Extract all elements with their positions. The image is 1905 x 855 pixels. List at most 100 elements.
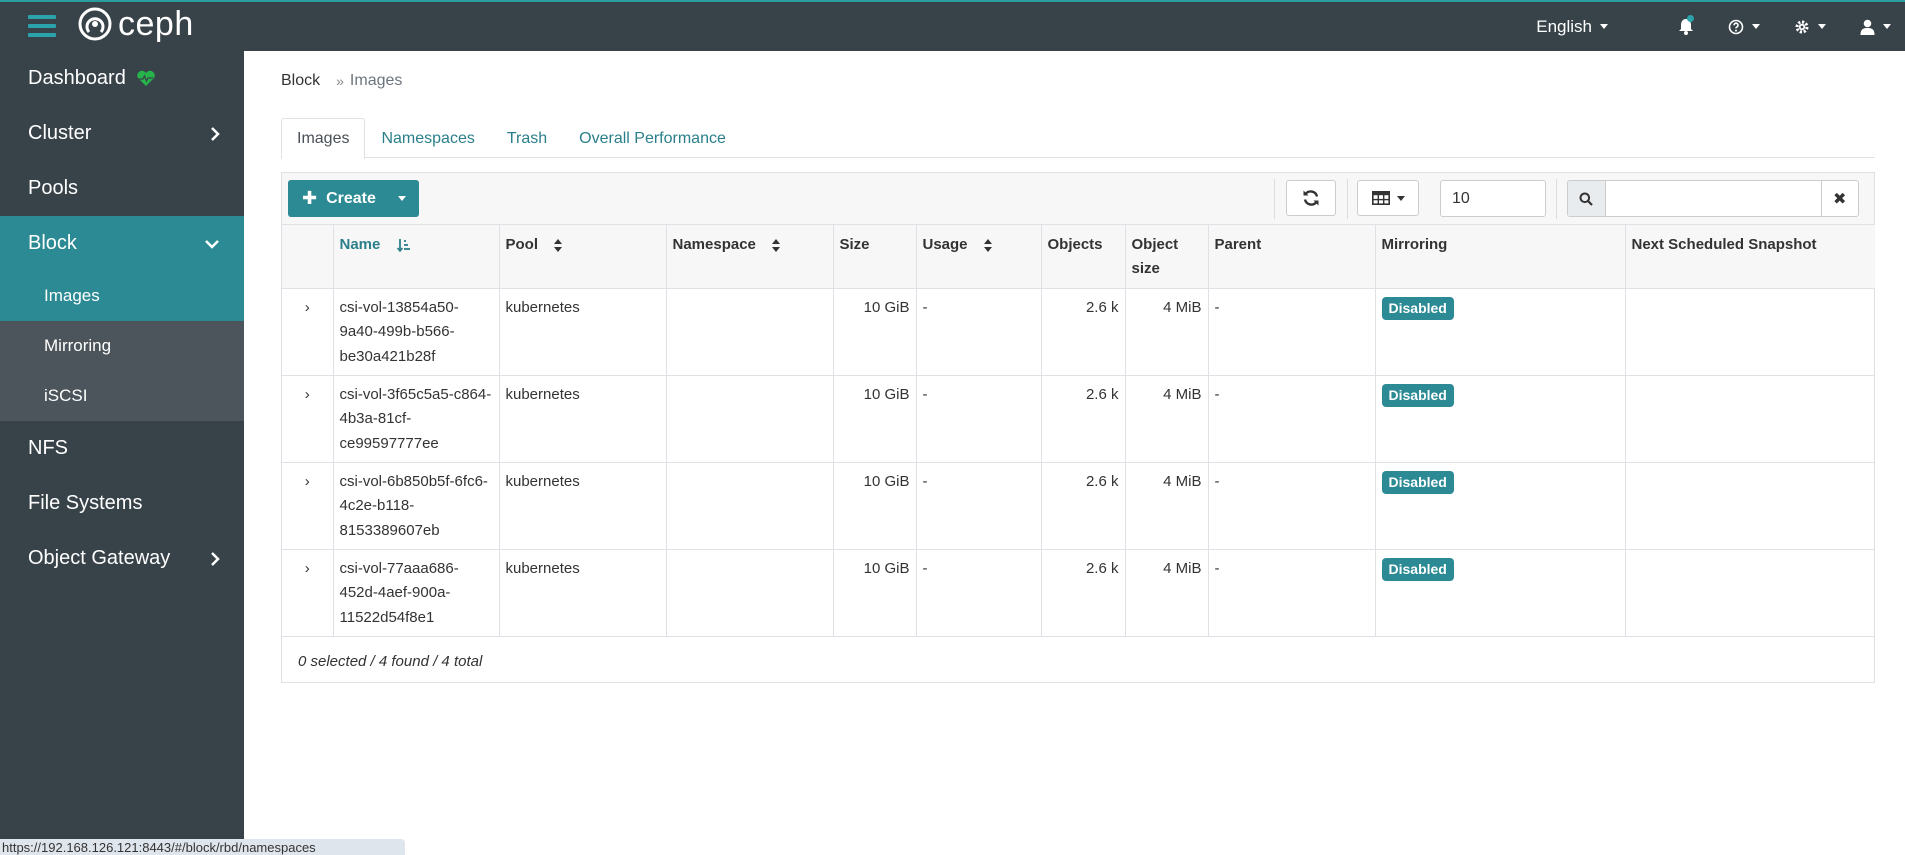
create-dropdown-toggle[interactable]	[385, 180, 419, 217]
sidebar-item-label: NFS	[28, 437, 68, 459]
table-row[interactable]: › csi-vol-6b850b5f-6fc6-4c2e-b118-815338…	[282, 462, 1875, 550]
sidebar-item-pools[interactable]: Pools	[0, 161, 244, 216]
cell-size: 10 GiB	[833, 549, 917, 637]
hamburger-menu-icon[interactable]	[28, 15, 56, 37]
sort-ascending-icon	[396, 239, 410, 253]
bell-icon	[1679, 19, 1693, 35]
search-group: ✖	[1567, 180, 1859, 217]
status-badge: Disabled	[1381, 296, 1454, 320]
sidebar-item-block[interactable]: Block	[0, 216, 244, 271]
sidebar-item-dashboard[interactable]: Dashboard	[0, 51, 244, 106]
column-header-name[interactable]: Name	[333, 225, 500, 289]
cell-namespace	[666, 375, 834, 463]
column-header-size[interactable]: Size	[833, 225, 917, 289]
breadcrumb-separator: »	[336, 73, 344, 89]
sidebar-item-label: File Systems	[28, 492, 143, 514]
cell-next-snapshot	[1625, 375, 1875, 463]
sidebar-item-nfs[interactable]: NFS	[0, 421, 244, 476]
status-badge: Disabled	[1381, 557, 1454, 581]
tab-trash[interactable]: Trash	[506, 129, 548, 147]
cell-namespace	[666, 549, 834, 637]
sidebar-item-cluster[interactable]: Cluster	[0, 106, 244, 161]
tab-overall-performance[interactable]: Overall Performance	[579, 129, 726, 147]
page-limit-input[interactable]	[1440, 180, 1546, 217]
search-input[interactable]	[1605, 181, 1821, 216]
ceph-logo[interactable]: ceph	[78, 7, 194, 41]
sidebar-subitem-mirroring[interactable]: Mirroring	[0, 321, 244, 371]
cell-size: 10 GiB	[833, 288, 917, 376]
close-icon[interactable]: ✖	[1820, 181, 1859, 216]
tab-bar: Images Namespaces Trash Overall Performa…	[281, 118, 1875, 159]
sidebar-item-label: Block	[28, 232, 77, 254]
row-expand-toggle[interactable]: ›	[282, 288, 334, 376]
table-row[interactable]: › csi-vol-13854a50-9a40-499b-b566-be30a4…	[282, 288, 1875, 376]
row-expand-toggle[interactable]: ›	[282, 375, 334, 463]
table-row[interactable]: › csi-vol-77aaa686-452d-4aef-900a-11522d…	[282, 549, 1875, 637]
cell-object-size: 4 MiB	[1125, 462, 1209, 550]
notifications-button[interactable]	[1678, 15, 1694, 35]
settings-button[interactable]	[1794, 19, 1826, 35]
caret-down-icon	[1396, 195, 1405, 201]
column-header-next-scheduled-snapshot[interactable]: Next Scheduled Snapshot	[1625, 225, 1875, 289]
help-button[interactable]	[1728, 19, 1760, 35]
tab-namespaces[interactable]: Namespaces	[381, 129, 475, 147]
status-bar-url: https://192.168.126.121:8443/#/block/rbd…	[0, 839, 405, 855]
sidebar-subitem-label: Images	[44, 286, 100, 305]
table-row[interactable]: › csi-vol-3f65c5a5-c864-4b3a-81cf-ce9959…	[282, 375, 1875, 463]
caret-down-icon	[398, 196, 406, 201]
caret-down-icon	[1883, 24, 1891, 29]
column-toggle-button[interactable]	[1357, 180, 1419, 216]
caret-down-icon	[1600, 24, 1608, 29]
toolbar-divider	[1347, 179, 1348, 219]
row-expand-toggle[interactable]: ›	[282, 549, 334, 637]
cell-mirroring: Disabled	[1375, 288, 1626, 376]
tab-images[interactable]: Images	[281, 118, 366, 159]
sidebar-item-label: Object Gateway	[28, 547, 171, 569]
cell-usage: -	[916, 549, 1042, 637]
cell-parent: -	[1208, 462, 1376, 550]
refresh-button[interactable]	[1286, 180, 1336, 216]
cell-next-snapshot	[1625, 462, 1875, 550]
create-button[interactable]: ✚ Create	[288, 180, 385, 217]
chevron-down-icon	[205, 240, 219, 249]
main-content: Block » Images Images Namespaces Trash O…	[244, 51, 1905, 855]
chevron-right-icon	[211, 552, 220, 566]
sidebar-subitem-iscsi[interactable]: iSCSI	[0, 371, 244, 421]
sidebar-item-label: Cluster	[28, 122, 92, 144]
toolbar-divider	[1556, 179, 1557, 219]
breadcrumb-item-images: Images	[349, 72, 403, 89]
refresh-icon	[1303, 190, 1319, 206]
column-header-namespace[interactable]: Namespace	[666, 225, 834, 289]
block-subnav: Images Mirroring iSCSI	[0, 271, 244, 421]
cell-parent: -	[1208, 549, 1376, 637]
column-header-label: Usage	[922, 236, 968, 253]
cell-next-snapshot	[1625, 288, 1875, 376]
caret-down-icon	[1752, 24, 1760, 29]
column-header-object-size[interactable]: Object size	[1125, 225, 1209, 289]
cell-objects: 2.6 k	[1041, 288, 1126, 376]
language-selector[interactable]: English	[1536, 17, 1608, 37]
cell-size: 10 GiB	[833, 375, 917, 463]
sidebar-item-object-gateway[interactable]: Object Gateway	[0, 531, 244, 586]
status-badge: Disabled	[1381, 470, 1454, 494]
sidebar-subitem-images[interactable]: Images	[0, 271, 244, 321]
column-header-pool[interactable]: Pool	[499, 225, 667, 289]
sidebar-item-label: Pools	[28, 177, 79, 199]
cell-mirroring: Disabled	[1375, 462, 1626, 550]
column-header-mirroring[interactable]: Mirroring	[1375, 225, 1626, 289]
cell-namespace	[666, 288, 834, 376]
sidebar-subitem-label: iSCSI	[44, 386, 88, 405]
row-expand-toggle[interactable]: ›	[282, 462, 334, 550]
cell-parent: -	[1208, 288, 1376, 376]
cell-namespace	[666, 462, 834, 550]
app-name: ceph	[118, 5, 194, 43]
column-header-objects[interactable]: Objects	[1041, 225, 1126, 289]
column-header-usage[interactable]: Usage	[916, 225, 1042, 289]
breadcrumb-item-block[interactable]: Block	[281, 72, 321, 89]
toolbar-divider	[1274, 179, 1275, 219]
cell-objects: 2.6 k	[1041, 375, 1126, 463]
column-header-parent[interactable]: Parent	[1208, 225, 1376, 289]
sidebar-item-file-systems[interactable]: File Systems	[0, 476, 244, 531]
user-menu-button[interactable]	[1860, 19, 1891, 35]
search-icon	[1568, 181, 1606, 216]
